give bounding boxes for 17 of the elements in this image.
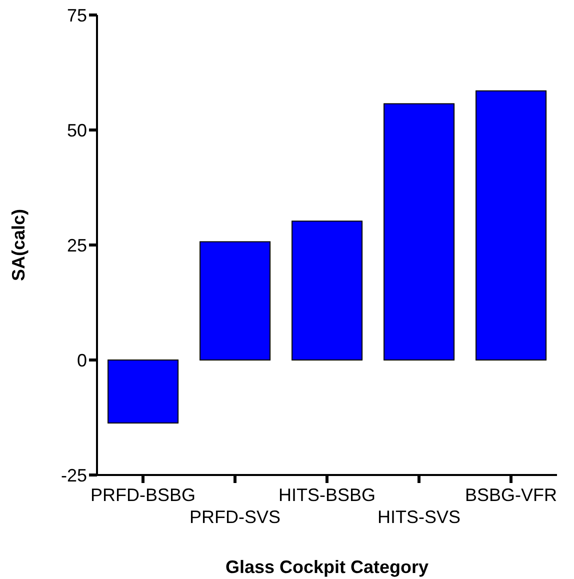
x-axis-title: Glass Cockpit Category [225,557,429,577]
x-tick-label: PRFD-BSBG [90,485,196,505]
y-tick-label: 75 [66,5,87,26]
x-tick-label: HITS-SVS [377,507,461,527]
y-axis-title: SA(calc) [8,208,28,282]
x-tick-label: BSBG-VFR [464,485,558,505]
y-tick-label: -25 [60,465,87,486]
x-tick-label: HITS-BSBG [278,485,376,505]
y-tick-label: 25 [66,235,87,256]
bar [200,241,271,360]
bar [384,103,455,360]
y-tick-label: 50 [66,120,87,140]
bar [476,90,547,360]
x-tick-label: PRFD-SVS [189,507,281,527]
bar [292,220,363,360]
y-tick-label: 0 [76,350,87,370]
bar [108,360,179,424]
